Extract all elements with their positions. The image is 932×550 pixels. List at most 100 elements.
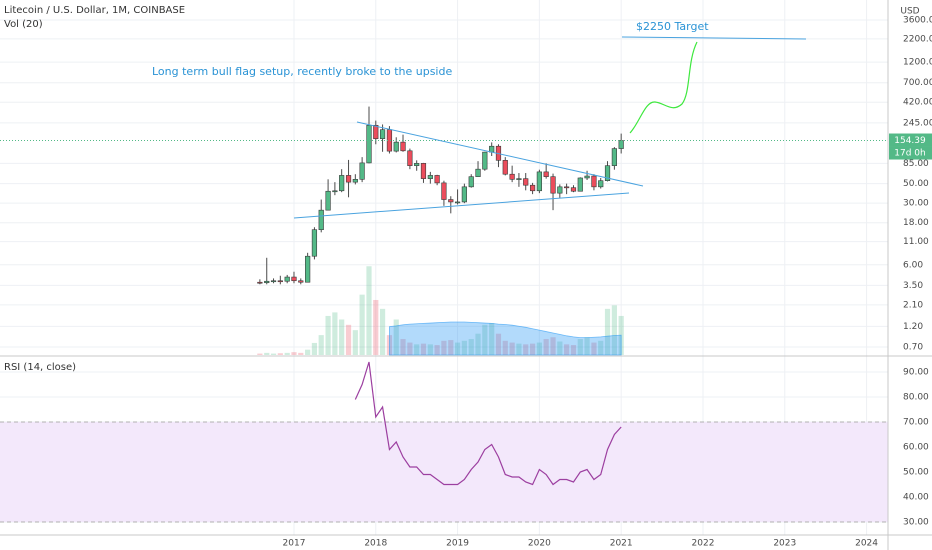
y-tick-label: 2.10 bbox=[903, 300, 923, 310]
candle-body bbox=[536, 171, 542, 192]
projection-curve bbox=[629, 41, 698, 134]
candle-body bbox=[591, 175, 597, 188]
candle-body bbox=[448, 199, 454, 203]
candle-body bbox=[523, 178, 529, 186]
candle-body bbox=[305, 255, 311, 283]
countdown: 17d 0h bbox=[894, 149, 925, 159]
candle-body bbox=[325, 190, 331, 211]
volume-bar bbox=[441, 340, 447, 355]
rsi-line bbox=[354, 361, 622, 486]
countdown-box bbox=[889, 146, 932, 160]
rsi-title: RSI (14, close) bbox=[4, 362, 76, 373]
volume-bar bbox=[550, 337, 556, 355]
volume-bar bbox=[352, 330, 358, 355]
candle-body bbox=[298, 280, 304, 283]
candle-body bbox=[352, 179, 358, 183]
y-tick-label: 18.00 bbox=[903, 218, 929, 228]
candle-body bbox=[339, 175, 345, 192]
rsi-tick-label: 30.00 bbox=[903, 518, 929, 528]
volume-bar bbox=[345, 324, 352, 355]
candle-body bbox=[400, 141, 406, 152]
y-tick-label: 0.70 bbox=[903, 342, 923, 352]
rsi-tick-label: 40.00 bbox=[903, 493, 929, 503]
candle-body bbox=[311, 229, 318, 257]
candle-body bbox=[570, 187, 577, 192]
candle-body bbox=[529, 184, 536, 192]
volume-bar bbox=[257, 353, 263, 355]
volume-bar bbox=[577, 339, 583, 355]
candle-body bbox=[509, 173, 515, 180]
volume-bar bbox=[584, 337, 590, 355]
price-label: 154.39 bbox=[894, 136, 926, 146]
candle-body bbox=[441, 182, 447, 200]
candle-body bbox=[270, 280, 277, 283]
volume-layer bbox=[257, 266, 624, 356]
y-tick-label: 1.20 bbox=[903, 322, 923, 332]
volume-bar bbox=[495, 333, 502, 355]
axes: 2017 2018 2019 2020 2021 2022 2023 2024 0.70 1.20… bbox=[283, 16, 932, 549]
rsi-tick-label: 80.00 bbox=[903, 393, 929, 403]
volume-bar bbox=[318, 335, 324, 355]
volume-bar bbox=[339, 319, 345, 355]
volume-bar bbox=[332, 312, 338, 355]
volume-bar bbox=[461, 340, 467, 355]
x-tick-label: 2017 bbox=[283, 539, 306, 549]
volume-bar bbox=[325, 315, 331, 355]
candle-body bbox=[577, 177, 583, 192]
candle-body bbox=[584, 175, 590, 179]
candle-body bbox=[427, 175, 433, 179]
volume-title: Vol (20) bbox=[4, 19, 43, 30]
volume-bar bbox=[570, 345, 577, 355]
chart-title: Litecoin / U.S. Dollar, 1M, COINBASE bbox=[4, 5, 185, 16]
volume-bar bbox=[454, 342, 461, 355]
volume-bar bbox=[557, 341, 563, 355]
rsi-band-layer bbox=[0, 421, 888, 523]
y-tick-label: 30.00 bbox=[903, 199, 929, 209]
volume-bar bbox=[434, 345, 440, 355]
candle-body bbox=[318, 209, 324, 231]
candle-body bbox=[516, 178, 522, 180]
volume-bar bbox=[543, 339, 549, 355]
x-tick-label: 2018 bbox=[364, 539, 387, 549]
candle-body bbox=[366, 124, 372, 164]
rsi-tick-label: 90.00 bbox=[903, 368, 929, 378]
rsi-band bbox=[0, 422, 888, 522]
price-layer bbox=[0, 36, 888, 486]
candle-body bbox=[611, 148, 617, 166]
volume-bar bbox=[448, 340, 454, 355]
x-tick-label: 2022 bbox=[692, 539, 715, 549]
volume-bar bbox=[366, 266, 372, 355]
volume-bar bbox=[591, 342, 597, 355]
volume-bar bbox=[270, 353, 277, 355]
y-tick-label: 85.00 bbox=[903, 159, 929, 169]
upper-trendline bbox=[356, 121, 644, 187]
candle-body bbox=[393, 141, 399, 152]
candle-body bbox=[475, 168, 481, 177]
candle-body bbox=[502, 160, 508, 175]
volume-bar bbox=[420, 343, 427, 355]
volume-bar bbox=[373, 299, 379, 355]
volume-bar bbox=[291, 352, 297, 355]
candle-body bbox=[264, 280, 270, 284]
y-tick-label: 2200.00 bbox=[903, 34, 932, 44]
target-line bbox=[621, 36, 807, 40]
volume-bar bbox=[529, 343, 536, 355]
target-label: $2250 Target bbox=[636, 20, 709, 33]
candle-body bbox=[420, 163, 427, 179]
rsi-tick-label: 50.00 bbox=[903, 468, 929, 478]
y-tick-label: 6.00 bbox=[903, 260, 923, 270]
volume-bar bbox=[284, 352, 290, 355]
y-tick-label: 50.00 bbox=[903, 179, 929, 189]
candle-body bbox=[557, 186, 563, 194]
y-tick-label: 1200.00 bbox=[903, 58, 932, 68]
candle-body bbox=[564, 186, 570, 189]
candle-body bbox=[291, 276, 297, 282]
volume-bar bbox=[489, 323, 495, 355]
candle-body bbox=[414, 163, 420, 166]
price-label-box bbox=[889, 133, 932, 147]
volume-bar bbox=[359, 294, 365, 355]
volume-bar bbox=[311, 342, 318, 355]
candle-body bbox=[454, 201, 461, 204]
volume-bar bbox=[400, 339, 406, 355]
